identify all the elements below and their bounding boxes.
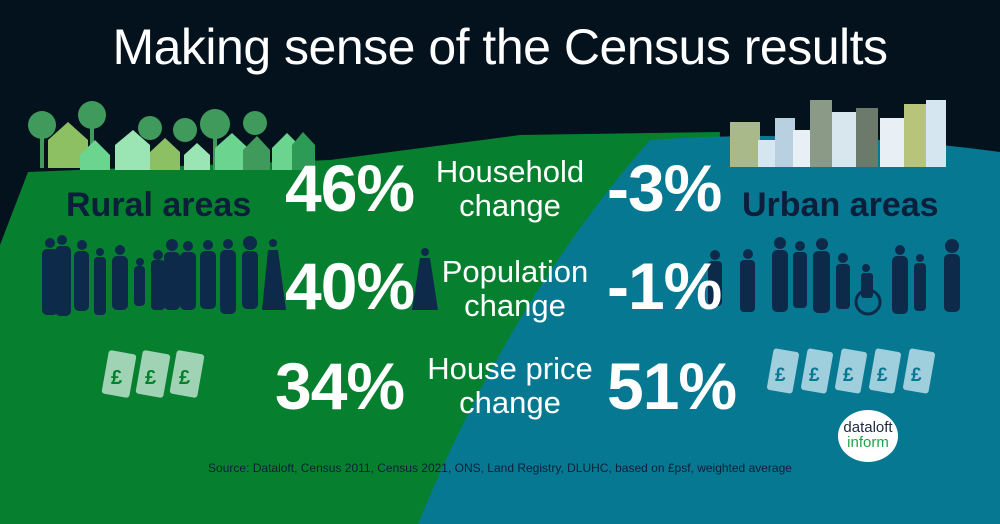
metric-line: Household xyxy=(435,154,585,189)
household-change-label: Household change xyxy=(415,155,605,223)
svg-text:£: £ xyxy=(877,365,888,386)
svg-text:£: £ xyxy=(843,365,854,386)
rural-areas-label: Rural areas xyxy=(66,186,252,224)
urban-household-value: -3% xyxy=(607,151,722,225)
rural-price-tags-icon xyxy=(101,350,205,398)
svg-text:£: £ xyxy=(911,365,922,386)
metric-line: Population xyxy=(441,254,589,289)
metric-line: House price xyxy=(427,351,593,386)
source-note: Source: Dataloft, Census 2011, Census 20… xyxy=(208,461,792,475)
urban-areas-label: Urban areas xyxy=(742,186,939,224)
pound-icon: £ xyxy=(145,367,156,389)
urban-people-icon xyxy=(708,237,960,316)
svg-text:£: £ xyxy=(775,365,786,386)
urban-population-value: -1% xyxy=(607,249,722,323)
urban-house-price-value: 51% xyxy=(607,349,737,423)
rural-household-value: 46% xyxy=(285,151,415,225)
metric-line: change xyxy=(459,188,561,223)
rural-people-icon xyxy=(42,235,438,316)
population-change-label: Population change xyxy=(420,255,610,323)
rural-houses-trees-icon xyxy=(28,101,315,170)
urban-buildings-icon xyxy=(730,100,946,167)
house-price-change-label: House price change xyxy=(415,352,605,420)
logo-line2: inform xyxy=(847,434,889,451)
metric-line: change xyxy=(459,385,561,420)
page-title: Making sense of the Census results xyxy=(112,19,888,75)
rural-population-value: 40% xyxy=(285,249,415,323)
svg-text:£: £ xyxy=(809,365,820,386)
dataloft-logo: dataloft inform xyxy=(838,410,898,462)
logo-line1: dataloft xyxy=(843,419,893,436)
urban-price-tags-icon xyxy=(767,348,935,394)
metric-line: change xyxy=(464,288,566,323)
rural-house-price-value: 34% xyxy=(275,349,405,423)
pound-icon: £ xyxy=(111,367,122,389)
pound-icon: £ xyxy=(179,367,190,389)
